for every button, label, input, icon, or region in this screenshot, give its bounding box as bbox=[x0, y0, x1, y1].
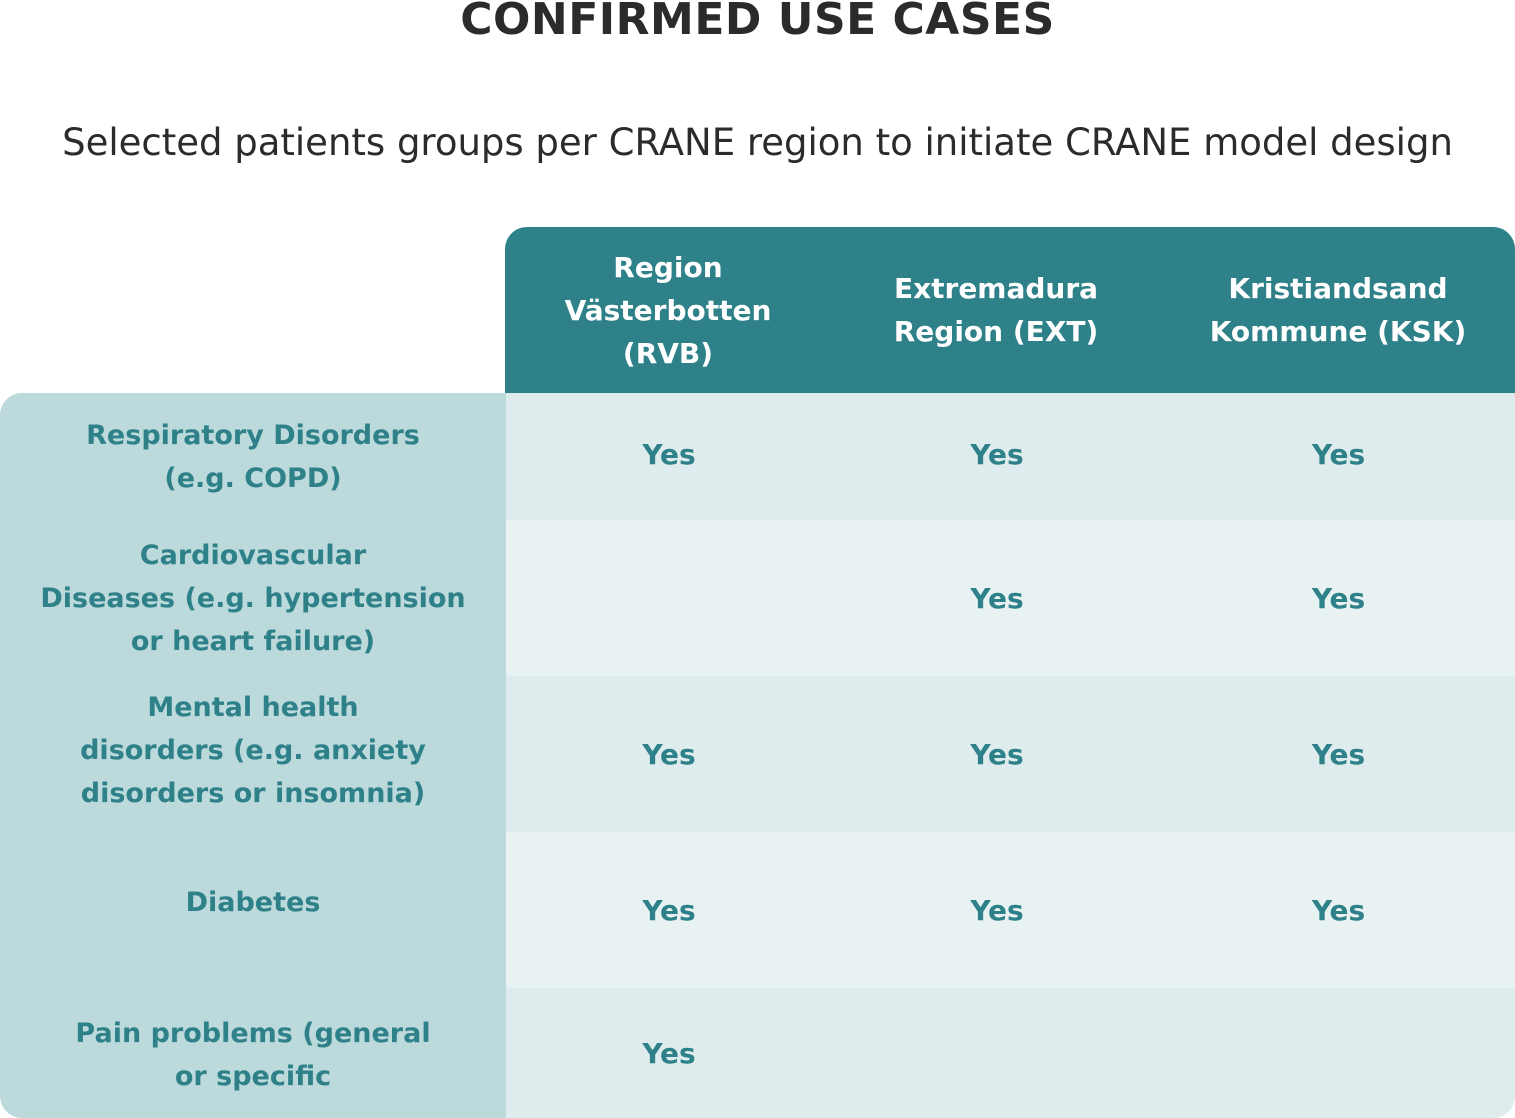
table-cell: Yes bbox=[1311, 893, 1366, 927]
column-header-line: Västerbotten bbox=[564, 293, 772, 327]
column-header-line: Region (EXT) bbox=[893, 315, 1099, 348]
row-label-line: Mental health bbox=[147, 691, 359, 723]
row-label-line: (e.g. COPD) bbox=[164, 462, 342, 494]
row-label-pain: Pain problems (general or specific bbox=[0, 988, 506, 1118]
page-title: CONFIRMED USE CASES bbox=[460, 0, 1055, 45]
table-row: Yes Yes Yes bbox=[506, 832, 1515, 988]
table-row: Yes Yes Yes bbox=[506, 393, 1515, 520]
table-cell: Yes bbox=[642, 438, 696, 471]
column-header-rvb: Region Västerbotten (RVB) bbox=[505, 227, 831, 393]
row-label-line: Diabetes bbox=[185, 886, 321, 918]
row-label-line: or specific bbox=[174, 1061, 332, 1092]
table-cell: Yes bbox=[1311, 737, 1366, 771]
table-cell bbox=[832, 988, 1162, 1118]
row-label-line: Diseases (e.g. hypertension bbox=[40, 582, 466, 614]
row-label-line: Respiratory Disorders bbox=[86, 419, 420, 451]
row-label-line: Cardiovascular bbox=[139, 539, 367, 571]
table-body: Yes Yes Yes Yes Yes Yes Yes Yes Yes Yes … bbox=[506, 393, 1515, 1118]
table-row: Yes Yes Yes bbox=[506, 676, 1515, 832]
column-header-line: Kristiandsand bbox=[1228, 272, 1448, 305]
table-row: Yes Yes bbox=[506, 520, 1515, 676]
row-label-cardiovascular: Cardiovascular Diseases (e.g. hypertensi… bbox=[0, 520, 506, 676]
column-header-ksk: Kristiandsand Kommune (KSK) bbox=[1161, 227, 1515, 393]
column-header-line: Extremadura bbox=[893, 272, 1099, 305]
table-cell: Yes bbox=[970, 438, 1024, 471]
table-cell: Yes bbox=[970, 581, 1024, 615]
row-label-diabetes: Diabetes bbox=[0, 832, 506, 988]
table-row: Yes bbox=[506, 988, 1515, 1118]
row-label-line: Pain problems (general bbox=[75, 1018, 431, 1049]
column-header-ext: Extremadura Region (EXT) bbox=[831, 227, 1161, 393]
row-label-respiratory: Respiratory Disorders (e.g. COPD) bbox=[0, 393, 506, 520]
column-header-line: (RVB) bbox=[622, 336, 714, 370]
table-cell: Yes bbox=[642, 737, 696, 771]
table-header: Region Västerbotten (RVB) Extremadura Re… bbox=[505, 227, 1515, 393]
page-subtitle: Selected patients groups per CRANE regio… bbox=[62, 121, 1453, 164]
row-label-mental-health: Mental health disorders (e.g. anxiety di… bbox=[0, 676, 506, 832]
table-cell: Yes bbox=[1311, 438, 1366, 471]
row-label-line: disorders (e.g. anxiety bbox=[80, 734, 426, 766]
row-label-line: disorders or insomnia) bbox=[80, 777, 426, 809]
table-cell: Yes bbox=[970, 737, 1024, 771]
table-cell: Yes bbox=[642, 1036, 696, 1070]
row-label-line: or heart failure) bbox=[130, 625, 376, 657]
table-cell: Yes bbox=[1311, 581, 1366, 615]
row-label-column: Respiratory Disorders (e.g. COPD) Cardio… bbox=[0, 393, 506, 1118]
column-header-line: Region bbox=[613, 250, 723, 284]
table-cell bbox=[1162, 988, 1515, 1118]
table-cell bbox=[506, 520, 832, 676]
table-cell: Yes bbox=[642, 893, 696, 927]
column-header-line: Kommune (KSK) bbox=[1209, 315, 1467, 348]
table-cell: Yes bbox=[970, 893, 1024, 927]
use-cases-table: Region Västerbotten (RVB) Extremadura Re… bbox=[0, 227, 1515, 1118]
